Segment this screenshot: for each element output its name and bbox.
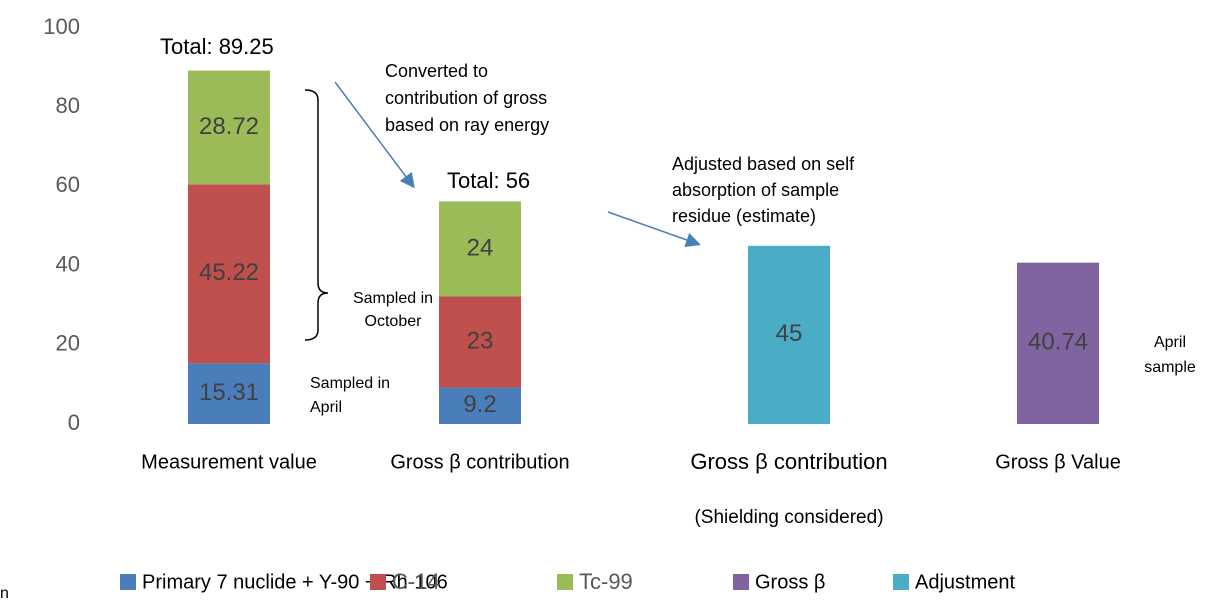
annotation: absorption of sample — [672, 180, 839, 200]
data-label: 28.72 — [199, 113, 259, 140]
x-tick-label: Gross β contribution — [690, 449, 887, 474]
y-tick-label: 20 — [56, 331, 80, 356]
bar-segment — [188, 184, 270, 364]
annotation: sample — [1144, 359, 1196, 376]
annotation: Total: 89.25 — [160, 34, 274, 59]
annotation: based on ray energy — [385, 115, 549, 135]
annotation: October — [365, 313, 423, 330]
legend-label: Gross β — [755, 571, 825, 593]
legend-label: Tc-99 — [579, 569, 633, 594]
annotation: April — [310, 399, 342, 416]
bar-segment — [439, 296, 521, 388]
annotation: n — [0, 585, 9, 601]
bar-segment — [748, 245, 830, 424]
x-tick-label: Gross β contribution — [390, 451, 569, 473]
y-tick-label: 100 — [43, 14, 80, 39]
annotation: Adjusted based on self — [672, 154, 855, 174]
annotation: April — [1154, 334, 1186, 351]
annotation: Converted to — [385, 61, 488, 81]
legend-label: C-14 — [392, 569, 440, 594]
arrow — [607, 211, 701, 248]
y-tick-label: 0 — [68, 410, 80, 435]
bar-segment — [188, 363, 270, 424]
annotation: Total: 56 — [447, 168, 530, 193]
annotation: Sampled in — [353, 290, 433, 307]
legend-label: Adjustment — [915, 571, 1015, 593]
legend-swatch — [370, 574, 386, 590]
y-tick-label: 80 — [56, 93, 80, 118]
annotation: (Shielding considered) — [694, 507, 883, 528]
bar-segment — [188, 70, 270, 185]
x-tick-label: Measurement value — [141, 451, 317, 473]
data-label: 45.22 — [199, 259, 259, 286]
arrow — [334, 81, 415, 189]
data-label: 23 — [467, 327, 494, 354]
data-label: 24 — [467, 234, 494, 261]
x-tick-label: Gross β Value — [995, 451, 1121, 473]
annotation: Sampled in — [310, 375, 390, 392]
data-label: 9.2 — [463, 391, 496, 418]
data-label: 45 — [776, 320, 803, 347]
legend-swatch — [733, 574, 749, 590]
legend-swatch — [557, 574, 573, 590]
y-tick-label: 60 — [56, 172, 80, 197]
bar-segment — [439, 201, 521, 297]
data-label: 40.74 — [1028, 329, 1088, 356]
y-tick-label: 40 — [56, 251, 80, 276]
legend-swatch — [120, 574, 136, 590]
annotation: contribution of gross — [385, 88, 547, 108]
bar-segment — [1017, 262, 1099, 424]
legend-swatch — [893, 574, 909, 590]
bracket — [304, 89, 329, 341]
annotation: residue (estimate) — [672, 206, 816, 226]
data-label: 15.31 — [199, 379, 259, 406]
bar-segment — [439, 387, 521, 424]
